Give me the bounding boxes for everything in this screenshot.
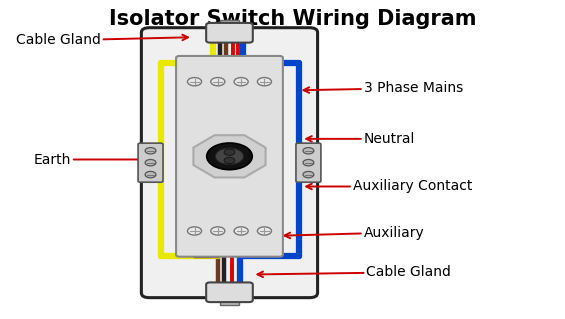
FancyBboxPatch shape <box>138 143 163 182</box>
Polygon shape <box>193 135 266 177</box>
Text: Cable Gland: Cable Gland <box>16 33 188 48</box>
Text: Neutral: Neutral <box>306 132 415 146</box>
Circle shape <box>145 171 156 178</box>
FancyBboxPatch shape <box>176 56 283 257</box>
Bar <box>220 293 239 305</box>
Bar <box>220 20 239 33</box>
Circle shape <box>258 78 272 86</box>
Circle shape <box>145 160 156 166</box>
Circle shape <box>145 148 156 154</box>
Circle shape <box>224 149 235 155</box>
Circle shape <box>303 148 314 154</box>
Circle shape <box>303 171 314 178</box>
Circle shape <box>234 78 248 86</box>
Text: Earth: Earth <box>33 152 150 167</box>
Circle shape <box>224 157 235 164</box>
Circle shape <box>215 148 244 165</box>
Text: Auxiliary: Auxiliary <box>285 226 424 240</box>
Circle shape <box>258 227 272 235</box>
Circle shape <box>211 227 225 235</box>
Text: Isolator Switch Wiring Diagram: Isolator Switch Wiring Diagram <box>110 9 477 29</box>
Text: Cable Gland: Cable Gland <box>258 265 451 279</box>
Circle shape <box>211 78 225 86</box>
FancyBboxPatch shape <box>206 23 253 43</box>
Text: 3 Phase Mains: 3 Phase Mains <box>303 81 463 95</box>
FancyBboxPatch shape <box>141 28 318 298</box>
Text: Auxiliary Contact: Auxiliary Contact <box>306 180 472 194</box>
Circle shape <box>234 227 248 235</box>
FancyBboxPatch shape <box>206 282 253 302</box>
FancyBboxPatch shape <box>296 143 321 182</box>
Circle shape <box>207 143 252 170</box>
Circle shape <box>188 78 202 86</box>
Circle shape <box>188 227 202 235</box>
Circle shape <box>303 160 314 166</box>
